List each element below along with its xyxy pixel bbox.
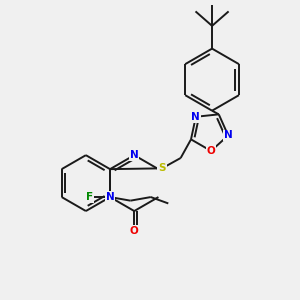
Text: N: N: [224, 130, 233, 140]
Text: S: S: [158, 163, 166, 173]
Text: N: N: [130, 150, 139, 160]
Text: O: O: [130, 226, 139, 236]
Text: N: N: [106, 192, 114, 202]
Text: N: N: [191, 112, 200, 122]
Text: F: F: [86, 192, 93, 202]
Text: O: O: [207, 146, 215, 156]
